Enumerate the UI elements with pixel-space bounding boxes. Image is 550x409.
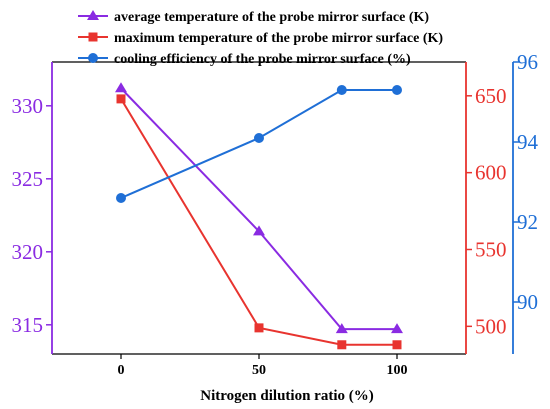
series-line <box>120 89 397 199</box>
series-marker-triangle <box>391 323 403 334</box>
left-axis-tick-label: 330 <box>12 94 44 118</box>
x-axis: 0 50 100 <box>118 354 408 378</box>
left-axis-tick-label: 325 <box>12 167 44 191</box>
legend-label: cooling efficiency of the probe mirror s… <box>114 52 411 67</box>
right-axis-1-tick-label: 550 <box>475 237 507 261</box>
series-layer <box>115 82 403 350</box>
x-axis-tick-label: 100 <box>387 363 408 378</box>
series-marker-square <box>392 340 402 350</box>
series-marker-circle <box>88 53 98 63</box>
series-marker-circle <box>392 85 402 95</box>
series-1 <box>115 82 403 334</box>
series-marker-triangle <box>115 82 127 93</box>
right-axis-2-tick-label: 94 <box>517 130 539 154</box>
legend: average temperature of the probe mirror … <box>78 10 443 67</box>
series-marker-triangle <box>87 10 99 20</box>
series-marker-circle <box>116 193 126 203</box>
legend-label: maximum temperature of the probe mirror … <box>114 31 443 46</box>
right-axis-1-tick-label: 500 <box>475 314 507 338</box>
legend-item: average temperature of the probe mirror … <box>78 10 429 25</box>
series-marker-square <box>116 94 126 104</box>
legend-label: average temperature of the probe mirror … <box>114 10 429 25</box>
series-marker-triangle <box>335 323 348 334</box>
x-axis-tick-label: 0 <box>118 363 125 378</box>
series-2 <box>116 94 402 350</box>
series-line <box>120 98 397 346</box>
series-marker-circle <box>254 133 264 143</box>
plot-frame <box>52 61 466 355</box>
series-3 <box>116 85 402 203</box>
legend-item: cooling efficiency of the probe mirror s… <box>78 52 411 67</box>
legend-item: maximum temperature of the probe mirror … <box>78 31 443 46</box>
left-y-axis: 315 320 325 330 <box>12 62 53 354</box>
left-axis-tick-label: 315 <box>12 313 44 337</box>
right-axis-1-tick-label: 600 <box>475 161 507 185</box>
right-axis-2-tick-label: 92 <box>517 210 538 234</box>
right-y-axis-efficiency: 90 92 94 96 <box>512 50 539 354</box>
x-axis-tick-label: 50 <box>252 363 266 378</box>
series-marker-square <box>254 323 264 333</box>
series-marker-triangle <box>253 225 265 236</box>
right-axis-1-tick-label: 650 <box>475 84 507 108</box>
series-marker-circle <box>336 85 347 95</box>
series-marker-square <box>337 340 347 350</box>
x-axis-label: Nitrogen dilution ratio (%) <box>200 388 373 404</box>
right-y-axis-temperature: 500 550 600 650 <box>465 62 507 354</box>
left-axis-tick-label: 320 <box>12 240 44 264</box>
right-axis-2-tick-label: 96 <box>517 50 538 74</box>
right-axis-2-tick-label: 90 <box>517 290 538 314</box>
series-marker-square <box>88 32 98 42</box>
series-line <box>120 87 397 331</box>
